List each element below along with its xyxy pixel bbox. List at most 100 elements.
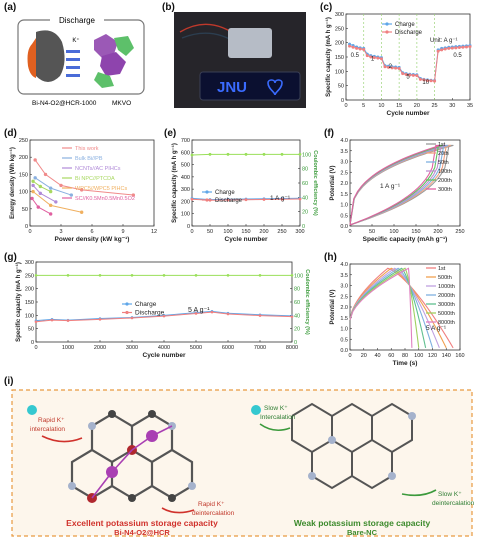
data-point (415, 74, 419, 78)
data-point (190, 197, 194, 201)
y-tick-label: 0 (341, 98, 344, 104)
data-point (348, 44, 352, 48)
panel-b: (b) JNU (160, 2, 310, 110)
legend-entry: 5000th (438, 311, 455, 317)
data-point (422, 78, 426, 82)
y2-tick-label: 40 (302, 195, 308, 201)
data-point (258, 314, 262, 317)
y-tick-label: 0 (25, 224, 28, 230)
chart-h: (h) 0 20 40 60 80 100 120 140 160 0.0 0.5 1.0 1.5 2.0… (322, 252, 478, 372)
x-tick-label: 200 (433, 229, 442, 235)
rapid-intercalation-line2: intercalation (30, 426, 65, 433)
battery-schematic: Discharge K⁺ Bi-N4-O2@HCR-1000 MKVO (17, 12, 145, 107)
x-tick-label: 120 (428, 353, 437, 359)
y-tick-label: 250 (335, 26, 344, 32)
x-tick-label: 9 (121, 229, 124, 235)
data-point (262, 198, 266, 201)
data-point (387, 65, 391, 69)
chart-g: (g) 0 1000 2000 3000 4000 5000 6000 7000 8000 0 50… (2, 252, 322, 372)
data-point (298, 197, 302, 201)
data-point (262, 152, 266, 156)
right-title: Weak potassium storage capacity (294, 518, 431, 528)
panel-i: (i) Rapid K⁺ intercalation Rapid K⁺ dein (2, 376, 478, 540)
slow-deintercalation-line1: Slow K⁺ (438, 491, 462, 498)
panel-label: (i) (4, 376, 14, 387)
legend-marker (205, 190, 209, 194)
rate-label: 0.5 (453, 53, 462, 59)
plot-frame (35, 261, 293, 343)
legend-marker (385, 22, 389, 26)
y-tick-label: 150 (25, 300, 34, 306)
legend-entry: 1st (438, 142, 446, 148)
y-axis-label: Potential (V) (330, 165, 336, 200)
data-point (244, 198, 248, 202)
chart-e-svg: 0 50 100 150 200 250 3000100200300400500600700… (171, 138, 318, 243)
data-point (226, 312, 230, 316)
y-tick-label: 300 (25, 260, 34, 266)
x-tick-label: 300 (295, 229, 304, 235)
data-point (404, 72, 408, 76)
legend-entry: Discharge (215, 198, 243, 204)
data-point (258, 274, 262, 277)
data-point (464, 45, 468, 49)
y-tick-label: 700 (181, 138, 190, 144)
x-tick-label: 6000 (222, 345, 234, 351)
y-tick-label: 1.0 (340, 327, 348, 333)
x-tick-label: 100 (223, 229, 232, 235)
y-tick-label: 400 (181, 175, 190, 181)
rate-annotation: 5 A g⁻¹ (188, 307, 210, 314)
legend-entry: Charge (135, 301, 157, 308)
y2-tick-label: 60 (294, 300, 300, 306)
y2-tick-label: 20 (302, 210, 308, 216)
legend-entry: SC//K0.5Mn0.5Mn0.5O2 (75, 196, 135, 202)
data-point (358, 47, 362, 51)
y2-tick-label: 0 (294, 340, 297, 346)
data-point (226, 274, 230, 277)
data-point (418, 77, 422, 81)
legend-marker (125, 310, 129, 315)
legend-entry: 500th (438, 275, 452, 281)
rate-label: 2 (389, 64, 393, 70)
x-tick-label: 30 (449, 103, 455, 109)
data-point (48, 189, 53, 194)
battery-pouch (228, 28, 272, 58)
y-tick-label: 0.0 (340, 224, 348, 230)
legend-entry: Bi NPC//PTCDA (75, 176, 115, 182)
data-point (457, 46, 461, 50)
data-point (130, 274, 134, 277)
heart-icon (267, 79, 283, 96)
x-tick-label: 5000 (190, 345, 202, 351)
data-point (208, 152, 212, 156)
data-point (194, 312, 198, 315)
data-point (30, 196, 34, 201)
rate-annotation: 1 A g⁻¹ (270, 195, 291, 202)
data-point (379, 57, 383, 61)
x-tick-label: 50 (369, 229, 375, 235)
arrow-slow-in (259, 423, 291, 432)
anode-current-collector (27, 38, 36, 78)
data-point (390, 66, 394, 70)
chart-c: (c) 0 5 10 15 20 25 30 35 0 50 100 150 200 250 300 Cycl… (318, 2, 478, 124)
y-tick-label: 100 (181, 212, 190, 218)
y-tick-label: 0 (187, 224, 190, 230)
y-tick-label: 2.5 (340, 170, 348, 176)
x-tick-label: 40 (374, 353, 380, 359)
legend-entry: Discharge (395, 30, 423, 36)
legend-entry: 3000th (438, 302, 455, 308)
panel-label: (g) (4, 252, 17, 263)
data-point (162, 274, 166, 277)
profile-curve (349, 144, 441, 226)
chart-d: (d) 0 3 6 9 12 0 50 100 150 200 250 Power density (… (2, 128, 160, 250)
x-axis-label: Cycle number (225, 236, 268, 243)
legend-entry: NCNTs//AC PIHCs (75, 166, 121, 172)
x-axis-label: Cycle number (387, 110, 430, 117)
data-point (31, 183, 35, 188)
y-tick-label: 1.5 (340, 316, 348, 322)
x-axis-label: Power density (kW kg⁻¹) (55, 236, 130, 243)
data-point (34, 320, 38, 324)
y-tick-label: 600 (181, 150, 190, 156)
y-tick-label: 200 (335, 41, 344, 47)
data-point (408, 73, 412, 77)
led-board (199, 71, 301, 101)
rate-annotation: 1 A g⁻¹ (380, 183, 401, 190)
